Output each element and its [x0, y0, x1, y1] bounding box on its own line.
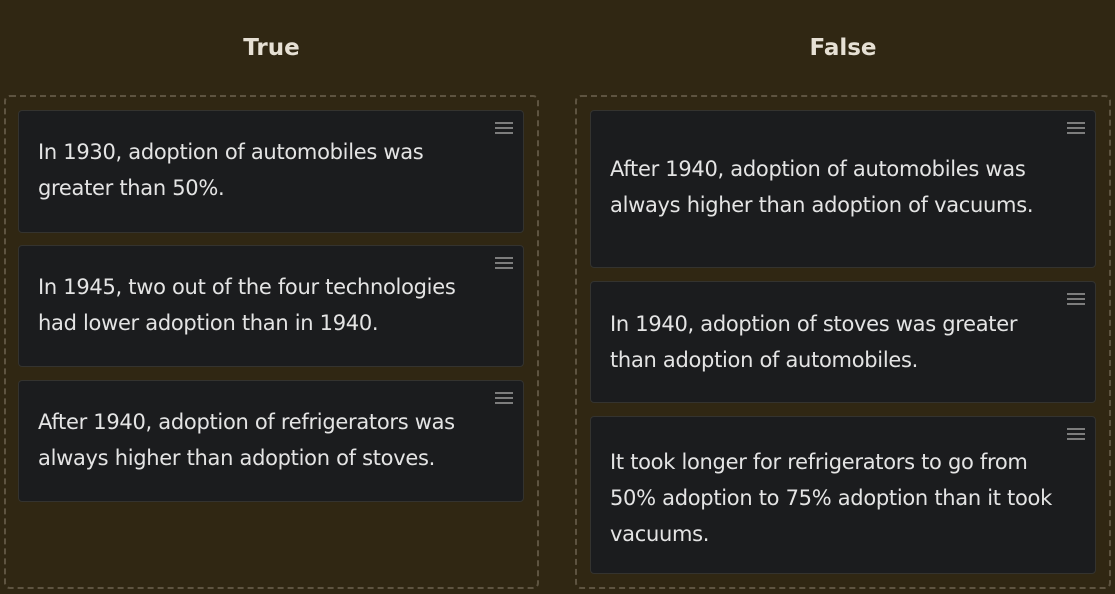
true-dropzone[interactable] — [4, 95, 539, 589]
card-text: After 1940, adoption of refrigerators wa… — [38, 410, 455, 470]
drag-handle-icon[interactable] — [495, 392, 513, 405]
true-card-2[interactable]: In 1945, two out of the four technologie… — [18, 245, 524, 367]
true-column-title: True — [243, 35, 300, 61]
false-card-2[interactable]: In 1940, adoption of stoves was greater … — [590, 281, 1096, 403]
drag-handle-icon[interactable] — [495, 122, 513, 135]
card-text: It took longer for refrigerators to go f… — [610, 450, 1052, 546]
drag-handle-icon[interactable] — [495, 257, 513, 270]
card-text: In 1940, adoption of stoves was greater … — [610, 312, 1018, 372]
card-text: In 1930, adoption of automobiles was gre… — [38, 139, 424, 200]
card-text: After 1940, adoption of automobiles was … — [610, 157, 1034, 217]
card-text: In 1945, two out of the four technologie… — [38, 275, 456, 335]
drag-handle-icon[interactable] — [1067, 122, 1085, 135]
false-card-1[interactable]: After 1940, adoption of automobiles was … — [590, 110, 1096, 268]
true-card-1[interactable]: In 1930, adoption of automobiles was gre… — [18, 110, 524, 233]
false-dropzone[interactable] — [575, 95, 1111, 589]
drag-handle-icon[interactable] — [1067, 293, 1085, 306]
false-card-3[interactable]: It took longer for refrigerators to go f… — [590, 416, 1096, 574]
true-card-3[interactable]: After 1940, adoption of refrigerators wa… — [18, 380, 524, 502]
drag-handle-icon[interactable] — [1067, 428, 1085, 441]
false-column-title: False — [809, 35, 877, 61]
